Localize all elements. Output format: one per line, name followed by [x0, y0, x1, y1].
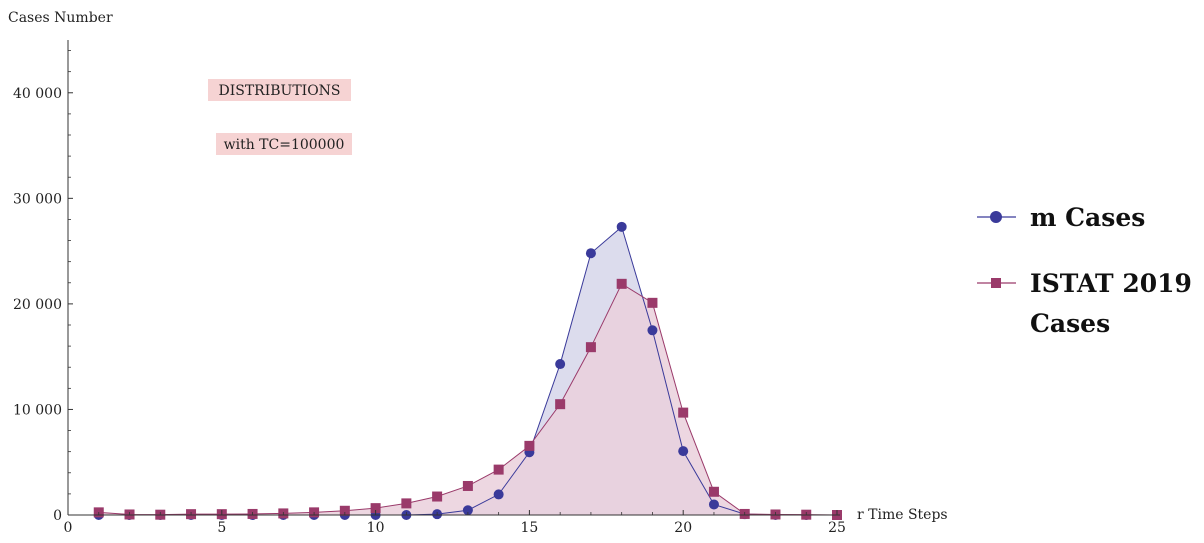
x-tick-label: 15 — [520, 520, 538, 536]
series-lines — [98, 225, 838, 516]
y-tick-label: 10 000 — [13, 402, 62, 418]
data-point — [370, 503, 381, 514]
annotation-text: DISTRIBUTIONS — [218, 83, 340, 99]
data-point — [493, 464, 504, 475]
data-point — [585, 248, 596, 259]
legend-label: ISTAT 2019 Cases — [1030, 269, 1201, 338]
legend-item-m-cases: m Cases — [977, 203, 1145, 232]
y-tick-label: 20 000 — [13, 297, 62, 313]
x-tick-label: 5 — [217, 520, 226, 536]
legend-circle-marker-icon — [990, 211, 1002, 223]
legend: m Cases ISTAT 2019 Cases — [977, 203, 1201, 338]
area-fills — [98, 226, 837, 516]
data-point — [678, 446, 689, 457]
y-tick-label: 40 000 — [13, 86, 62, 102]
data-point — [555, 359, 566, 370]
axes: 0 5 10 15 20 25 0 10 000 20 000 30 000 40 000 — [13, 40, 846, 536]
legend-label: m Cases — [1030, 203, 1145, 232]
x-tick-label: 20 — [674, 520, 692, 536]
plot-area — [93, 221, 842, 520]
y-tick-label: 0 — [53, 508, 62, 524]
data-point — [555, 399, 566, 410]
data-point — [647, 297, 658, 308]
annotation-text: with TC=100000 — [224, 137, 345, 153]
data-point — [647, 325, 658, 336]
x-tick-label: 25 — [828, 520, 846, 536]
series-1-area — [98, 283, 837, 515]
annotation-tc: with TC=100000 — [216, 133, 352, 155]
data-point — [678, 407, 689, 418]
data-point — [462, 480, 473, 491]
data-point — [432, 491, 443, 502]
x-axis-title: r Time Steps — [857, 507, 948, 523]
x-ticks: 0 5 10 15 20 25 — [64, 510, 846, 536]
y-ticks: 0 10 000 20 000 30 000 40 000 — [13, 50, 73, 524]
y-tick-label: 30 000 — [13, 191, 62, 207]
data-point — [616, 278, 627, 289]
annotation-bg — [216, 133, 352, 155]
legend-label-line2: Cases — [1030, 309, 1110, 338]
x-tick-label: 10 — [367, 520, 385, 536]
series-1-line — [98, 283, 838, 516]
data-point — [401, 498, 412, 509]
data-point — [708, 499, 719, 510]
data-point — [524, 440, 535, 451]
series-0-area — [98, 226, 837, 516]
data-point — [585, 342, 596, 353]
x-tick-label: 0 — [64, 520, 73, 536]
legend-item-istat: ISTAT 2019 Cases — [977, 269, 1201, 338]
data-point — [616, 221, 627, 232]
annotation-bg — [208, 79, 351, 101]
data-point — [462, 505, 473, 516]
legend-square-marker-icon — [991, 278, 1001, 288]
series-0-line — [98, 225, 837, 516]
data-point — [339, 505, 350, 516]
y-axis-title: Cases Number — [8, 10, 113, 26]
legend-label-line1: ISTAT 2019 — [1030, 269, 1192, 298]
data-point — [708, 486, 719, 497]
series-markers — [93, 221, 842, 520]
annotation-distributions: DISTRIBUTIONS — [208, 79, 351, 101]
data-point — [493, 489, 504, 500]
